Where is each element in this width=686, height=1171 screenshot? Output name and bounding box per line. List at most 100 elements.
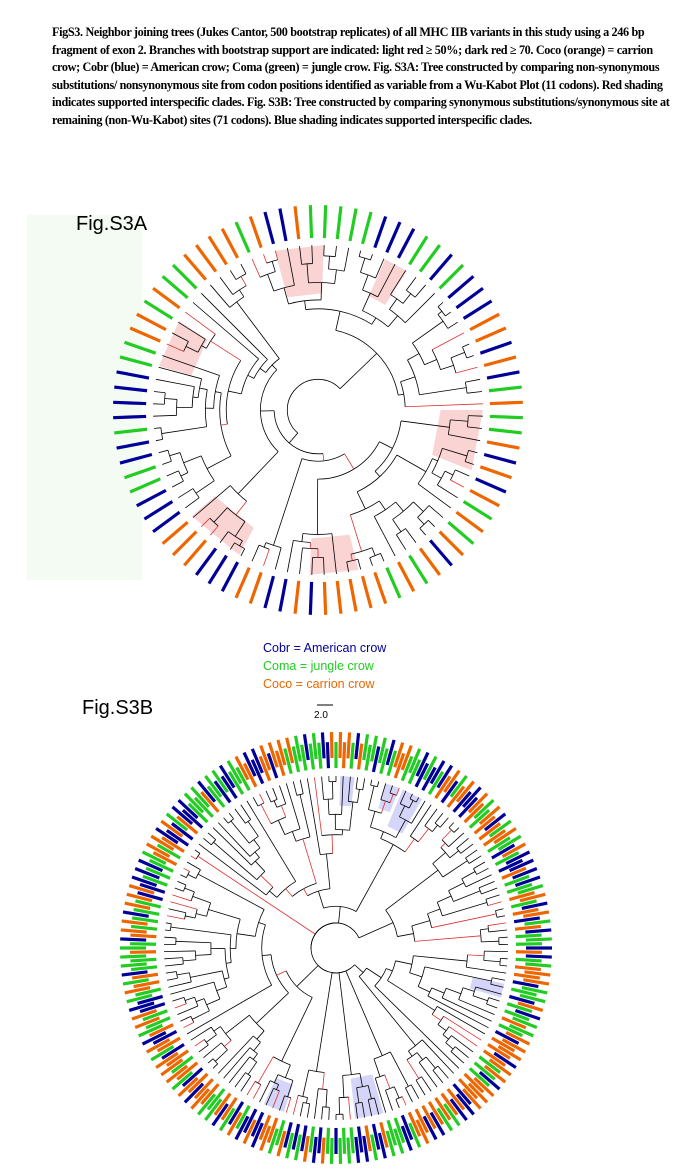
leaf-label: [469, 488, 500, 508]
branch: [185, 915, 196, 919]
leaf-label: [415, 751, 430, 777]
branch: [486, 1003, 498, 1009]
branch: [260, 875, 274, 888]
branch: [466, 355, 474, 359]
branch: [374, 985, 460, 1069]
leaf-label: [434, 1097, 452, 1121]
branch: [271, 364, 278, 371]
leaf-label: [220, 775, 238, 799]
branch: [158, 449, 169, 454]
branch: [355, 844, 394, 912]
branch: [424, 359, 437, 366]
leaf-label: [348, 208, 358, 242]
branch: [155, 439, 163, 442]
background-panel: [27, 215, 142, 580]
branch: [192, 896, 211, 904]
branch: [396, 787, 400, 796]
branch: [328, 256, 330, 270]
branch: [450, 352, 465, 359]
branch: [225, 1014, 250, 1034]
branch: [419, 528, 426, 536]
branch-arc: [418, 1056, 427, 1063]
branch: [207, 1058, 214, 1064]
branch: [276, 970, 287, 976]
branch-arc: [461, 878, 467, 888]
branch-arc: [370, 784, 378, 788]
branch: [396, 454, 427, 472]
branch: [358, 976, 416, 1046]
branch: [246, 1081, 256, 1096]
leaf-label: [488, 427, 522, 435]
branch-arc: [194, 997, 199, 1007]
branch: [409, 793, 413, 800]
branch: [427, 908, 441, 915]
branch: [213, 1026, 221, 1032]
branch: [418, 828, 429, 843]
leaf-label: [152, 286, 181, 310]
branch: [299, 794, 311, 838]
branch: [198, 1044, 209, 1053]
branch-arc: [328, 268, 345, 272]
leaf-label: [213, 780, 232, 804]
leaf-label: [446, 785, 466, 808]
branch: [272, 787, 278, 800]
branch: [379, 441, 393, 449]
leaf-label: [473, 1061, 496, 1081]
branch-arc: [499, 958, 501, 966]
branch: [431, 987, 445, 994]
branch: [311, 245, 313, 264]
leaf-label: [373, 215, 388, 249]
branch: [170, 901, 198, 910]
branch: [229, 270, 237, 280]
branch: [180, 874, 187, 878]
leaf-label: [338, 732, 343, 759]
clade-shading: [432, 410, 483, 471]
branch: [168, 981, 192, 988]
leaf-label: [515, 942, 542, 946]
branch: [342, 1075, 345, 1098]
branch: [262, 954, 272, 957]
branch: [401, 1096, 407, 1106]
branch: [171, 332, 189, 342]
leaf-label: [468, 1067, 491, 1088]
branch: [192, 302, 259, 360]
branch: [396, 534, 407, 550]
branch: [448, 822, 455, 828]
branch: [215, 1049, 228, 1062]
branch-arc: [399, 816, 412, 824]
leaf-label: [308, 743, 316, 770]
leaf-label: [139, 882, 166, 894]
leaf-label: [278, 578, 288, 612]
branch-arc: [465, 954, 468, 968]
leaf-label: [226, 760, 243, 785]
branch: [405, 528, 417, 543]
leaf-label: [487, 1043, 511, 1060]
leaf-label: [165, 1064, 189, 1084]
branch-arc: [240, 358, 259, 394]
leaf-label: [120, 928, 147, 934]
branch: [306, 263, 309, 283]
leaf-label: [150, 1045, 175, 1062]
leaf-label: [293, 1134, 302, 1161]
branch: [240, 804, 252, 820]
branch: [219, 277, 234, 295]
branch-arc: [458, 987, 464, 1000]
branch: [393, 1086, 400, 1099]
leaf-label: [515, 950, 542, 954]
leaf-label: [274, 750, 286, 777]
branch: [190, 855, 197, 860]
branch-arc: [417, 458, 433, 485]
branch: [480, 928, 489, 931]
leaf-label: [373, 571, 388, 605]
branch-arc: [432, 863, 444, 878]
branch: [272, 1090, 280, 1109]
branch: [301, 533, 304, 542]
leaf-label: [478, 805, 501, 826]
branch: [206, 1034, 217, 1043]
branch: [384, 1074, 391, 1089]
leaf-label: [360, 211, 373, 245]
branch-arc: [448, 890, 454, 902]
leaf-label: [160, 1058, 184, 1077]
leaf-label: [220, 228, 240, 259]
branch-arc: [303, 1102, 310, 1105]
